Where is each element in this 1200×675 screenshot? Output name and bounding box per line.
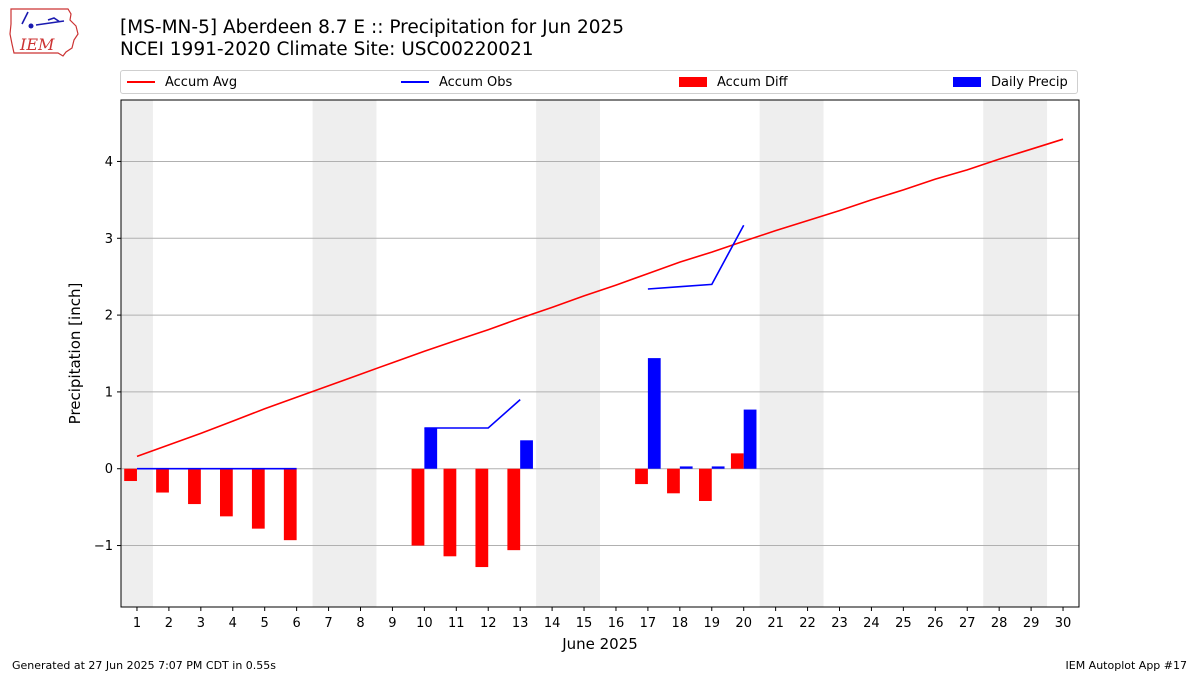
legend-swatch — [679, 77, 707, 87]
x-tick-label: 9 — [388, 616, 396, 631]
x-tick-label: 6 — [292, 616, 300, 631]
bar-accum-diff — [730, 453, 744, 469]
bar-accum-diff — [156, 468, 169, 493]
x-tick-label: 3 — [197, 616, 205, 631]
plot-frame — [120, 99, 1080, 608]
legend-swatch — [401, 81, 429, 83]
x-tick-label: 15 — [576, 616, 593, 631]
legend-item-accum-avg: Accum Avg — [127, 71, 237, 93]
bar-accum-diff — [219, 468, 233, 517]
line-accum-obs — [424, 399, 521, 429]
legend-swatch — [953, 77, 981, 87]
x-tick-label: 22 — [799, 616, 816, 631]
x-tick-label: 17 — [640, 616, 657, 631]
y-axis-label: Precipitation [inch] — [66, 283, 84, 425]
x-tick-label: 19 — [703, 616, 720, 631]
x-tick-label: 28 — [991, 616, 1008, 631]
bar-accum-diff — [698, 468, 712, 501]
x-tick-label: 24 — [863, 616, 880, 631]
bar-daily-precip — [424, 428, 438, 469]
chart-title: [MS-MN-5] Aberdeen 8.7 E :: Precipitatio… — [120, 17, 624, 61]
legend-item-accum-diff: Accum Diff — [679, 71, 788, 93]
x-tick-label: 26 — [927, 616, 944, 631]
weekend-band — [536, 100, 600, 607]
x-tick-label: 30 — [1055, 616, 1072, 631]
line-accum-obs — [647, 224, 745, 290]
x-tick-label: 4 — [229, 616, 237, 631]
x-tick-label: 13 — [512, 616, 529, 631]
generated-timestamp: Generated at 27 Jun 2025 7:07 PM CDT in … — [12, 659, 277, 672]
bar-accum-diff — [411, 468, 425, 546]
bar-accum-diff — [443, 468, 457, 557]
x-tick-label: 23 — [831, 616, 848, 631]
bar-accum-diff — [124, 468, 137, 482]
y-tick-label: 2 — [105, 309, 113, 324]
bar-daily-precip — [743, 409, 757, 469]
legend-label: Daily Precip — [991, 74, 1068, 90]
weather-station-icon — [28, 23, 34, 29]
iem-logo: IEM — [9, 8, 79, 57]
weekend-band — [759, 100, 824, 607]
app-credit: IEM Autoplot App #17 — [1065, 659, 1188, 672]
bar-daily-precip — [520, 440, 533, 469]
x-axis-label: June 2025 — [561, 635, 638, 653]
bar-accum-diff — [251, 468, 265, 529]
bar-daily-precip — [679, 466, 693, 469]
y-tick-label: 1 — [105, 385, 113, 400]
legend-item-daily-precip: Daily Precip — [953, 71, 1068, 93]
x-tick-label: 7 — [324, 616, 332, 631]
weekend-band — [983, 100, 1048, 607]
wind-vane-icon — [21, 11, 65, 26]
title-line-2: NCEI 1991-2020 Climate Site: USC00220021 — [120, 39, 534, 60]
x-tick-label: 21 — [767, 616, 784, 631]
x-tick-label: 29 — [1023, 616, 1040, 631]
bar-accum-diff — [667, 468, 680, 494]
x-tick-label: 5 — [261, 616, 269, 631]
legend-label: Accum Obs — [439, 74, 513, 90]
title-line-1: [MS-MN-5] Aberdeen 8.7 E :: Precipitatio… — [120, 17, 625, 38]
x-tick-label: 12 — [480, 616, 497, 631]
y-tick-label: −1 — [94, 539, 113, 554]
bar-daily-precip — [711, 466, 725, 469]
legend: Accum Avg Accum Obs Accum Diff Daily Pre… — [120, 70, 1078, 94]
bar-accum-diff — [283, 468, 297, 541]
legend-label: Accum Diff — [717, 74, 788, 90]
x-tick-label: 18 — [672, 616, 689, 631]
x-tick-label: 10 — [416, 616, 433, 631]
x-tick-label: 1 — [133, 616, 141, 631]
x-tick-label: 25 — [895, 616, 912, 631]
bar-accum-diff — [188, 468, 201, 505]
bar-accum-diff — [635, 468, 648, 485]
bar-accum-diff — [507, 468, 521, 551]
bar-daily-precip — [647, 358, 661, 469]
weekend-band — [312, 100, 377, 607]
logo-text: IEM — [19, 35, 55, 54]
legend-label: Accum Avg — [165, 74, 238, 90]
iowa-outline-icon — [9, 8, 79, 57]
y-tick-label: 4 — [105, 155, 113, 170]
legend-swatch — [127, 81, 155, 83]
y-tick-label: 0 — [105, 462, 113, 477]
legend-item-accum-obs: Accum Obs — [401, 71, 512, 93]
y-tick-label: 3 — [105, 232, 113, 247]
x-tick-label: 27 — [959, 616, 976, 631]
x-tick-label: 16 — [608, 616, 625, 631]
x-tick-label: 11 — [448, 616, 465, 631]
line-accum-avg — [136, 138, 1064, 458]
x-tick-label: 2 — [165, 616, 173, 631]
x-tick-label: 20 — [735, 616, 752, 631]
weekend-band — [121, 100, 153, 607]
x-tick-label: 8 — [356, 616, 364, 631]
bar-accum-diff — [475, 468, 489, 568]
x-tick-label: 14 — [544, 616, 561, 631]
